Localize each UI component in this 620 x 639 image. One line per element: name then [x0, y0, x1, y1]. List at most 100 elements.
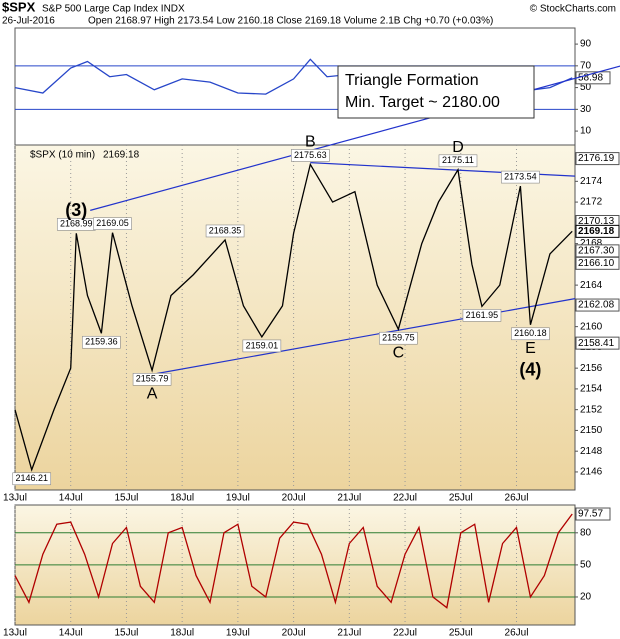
price-tag-label: 2176.19	[578, 153, 615, 164]
y-tick-label: 80	[580, 527, 592, 538]
y-tick-label: 2164	[580, 280, 603, 291]
price-tag	[575, 256, 620, 270]
y-tick-label: 30	[580, 104, 592, 115]
x-tick-label: 25Jul	[449, 628, 473, 639]
pivot-label: 2161.95	[466, 310, 499, 320]
pivot-label: 2160.18	[514, 328, 547, 338]
plot-layer: 10 30 50 70 90 58.98 2146 2148 2150 2152 2154 2156 2…	[3, 27, 620, 639]
y-tick-label: 2160	[580, 321, 603, 332]
pivot-label: 2159.75	[382, 333, 415, 343]
x-tick-label: 22Jul	[393, 493, 417, 504]
price-tag-label: 2169.18	[578, 226, 615, 237]
pivot-box	[462, 309, 502, 322]
y-tick-label: 70	[580, 60, 592, 71]
price-tag	[575, 336, 620, 350]
callout-line: Min. Target ~ 2180.00	[345, 94, 500, 111]
pivot-label: 2175.11	[442, 155, 474, 165]
y-tick-label: 50	[580, 82, 592, 93]
pivot-label: 2159.01	[246, 340, 279, 350]
wave-label: E	[525, 340, 536, 357]
price-tag-label: 2170.13	[578, 216, 615, 227]
pivot-box	[12, 472, 52, 486]
x-tick-label: 19Jul	[226, 628, 250, 639]
price-tag	[575, 224, 620, 238]
x-tick-label: 21Jul	[337, 493, 361, 504]
x-tick-label: 13Jul	[3, 493, 27, 504]
trendline	[151, 298, 576, 375]
wave-label: B	[305, 134, 316, 151]
pivot-box	[379, 331, 418, 345]
wave-label: D	[452, 139, 464, 156]
callout-line: Triangle Formation	[345, 72, 479, 89]
last-value-label: 58.98	[578, 72, 603, 83]
y-tick-label: 10	[580, 126, 592, 137]
price-tag-label: 2167.30	[578, 246, 615, 257]
y-tick-label: 2154	[580, 384, 603, 395]
y-tick-label: 2152	[580, 404, 603, 415]
x-tick-label: 20Jul	[282, 628, 306, 639]
symbol: $SPX	[2, 0, 36, 14]
last-value-tag	[575, 507, 611, 521]
credit: © StockCharts.com	[530, 4, 616, 15]
y-tick-label: 2148	[580, 446, 603, 457]
price-tag-label: 2166.10	[578, 258, 615, 269]
price-tag-label: 2162.08	[578, 300, 615, 311]
x-tick-label: 26Jul	[505, 628, 529, 639]
legend-value: 2169.18	[103, 150, 140, 161]
x-tick-label: 19Jul	[226, 493, 250, 504]
x-tick-label: 21Jul	[337, 628, 361, 639]
pivot-box	[93, 217, 132, 231]
wave-label: (4)	[519, 360, 541, 380]
x-tick-label: 20Jul	[282, 493, 306, 504]
pivot-box	[242, 339, 282, 353]
y-tick-label: 2150	[580, 425, 603, 436]
pivot-label: 2169.05	[96, 218, 129, 228]
y-tick-label: 50	[580, 560, 592, 571]
date: 26-Jul-2016	[2, 16, 55, 27]
x-tick-label: 26Jul	[505, 493, 529, 504]
pivot-box	[82, 335, 121, 349]
quote: Open 2168.97 High 2173.54 Low 2160.18 Cl…	[88, 16, 493, 27]
index-name: S&P 500 Large Cap Index INDX	[42, 4, 185, 15]
y-tick-label: 20	[580, 592, 592, 603]
y-tick-label: 2156	[580, 363, 603, 374]
price-tag-label: 2158.41	[578, 338, 615, 349]
pivot-label: 2159.36	[85, 337, 118, 347]
x-tick-label: 15Jul	[114, 628, 138, 639]
y-tick-label: 2168	[580, 238, 603, 249]
pivot-label: 2155.79	[136, 374, 169, 384]
callout-box	[337, 65, 535, 119]
pivot-box	[205, 224, 245, 238]
x-tick-label: 25Jul	[449, 493, 473, 504]
series-line	[14, 162, 573, 472]
pivot-label: 2173.54	[504, 171, 537, 181]
wave-label: C	[393, 344, 405, 361]
pivot-box	[511, 327, 550, 341]
pivot-label: 2168.99	[60, 219, 93, 229]
x-tick-label: 18Jul	[170, 493, 194, 504]
legend: $SPX (10 min)	[30, 150, 95, 161]
x-tick-label: 14Jul	[59, 493, 83, 504]
x-tick-label: 13Jul	[3, 628, 27, 639]
price-tag	[575, 152, 620, 166]
pivot-label: 2168.35	[209, 225, 242, 235]
wave-label: A	[147, 386, 158, 403]
pivot-label: 2175.63	[294, 150, 327, 160]
y-tick-label: 90	[580, 39, 592, 50]
y-tick-label: 2172	[580, 197, 603, 208]
y-tick-label: 2174	[580, 176, 603, 187]
x-tick-label: 15Jul	[114, 493, 138, 504]
series-line	[14, 513, 573, 609]
pivot-box	[132, 373, 172, 386]
wave-label: (3)	[65, 200, 87, 220]
x-tick-label: 14Jul	[59, 628, 83, 639]
price-tag	[575, 298, 620, 312]
y-tick-label: 2146	[580, 467, 603, 478]
last-value-label: 97.57	[578, 509, 603, 520]
pivot-box	[438, 154, 478, 168]
pivot-box	[291, 149, 330, 162]
pivot-label: 2146.21	[15, 473, 48, 483]
x-tick-label: 18Jul	[170, 628, 194, 639]
pivot-box	[501, 170, 540, 184]
